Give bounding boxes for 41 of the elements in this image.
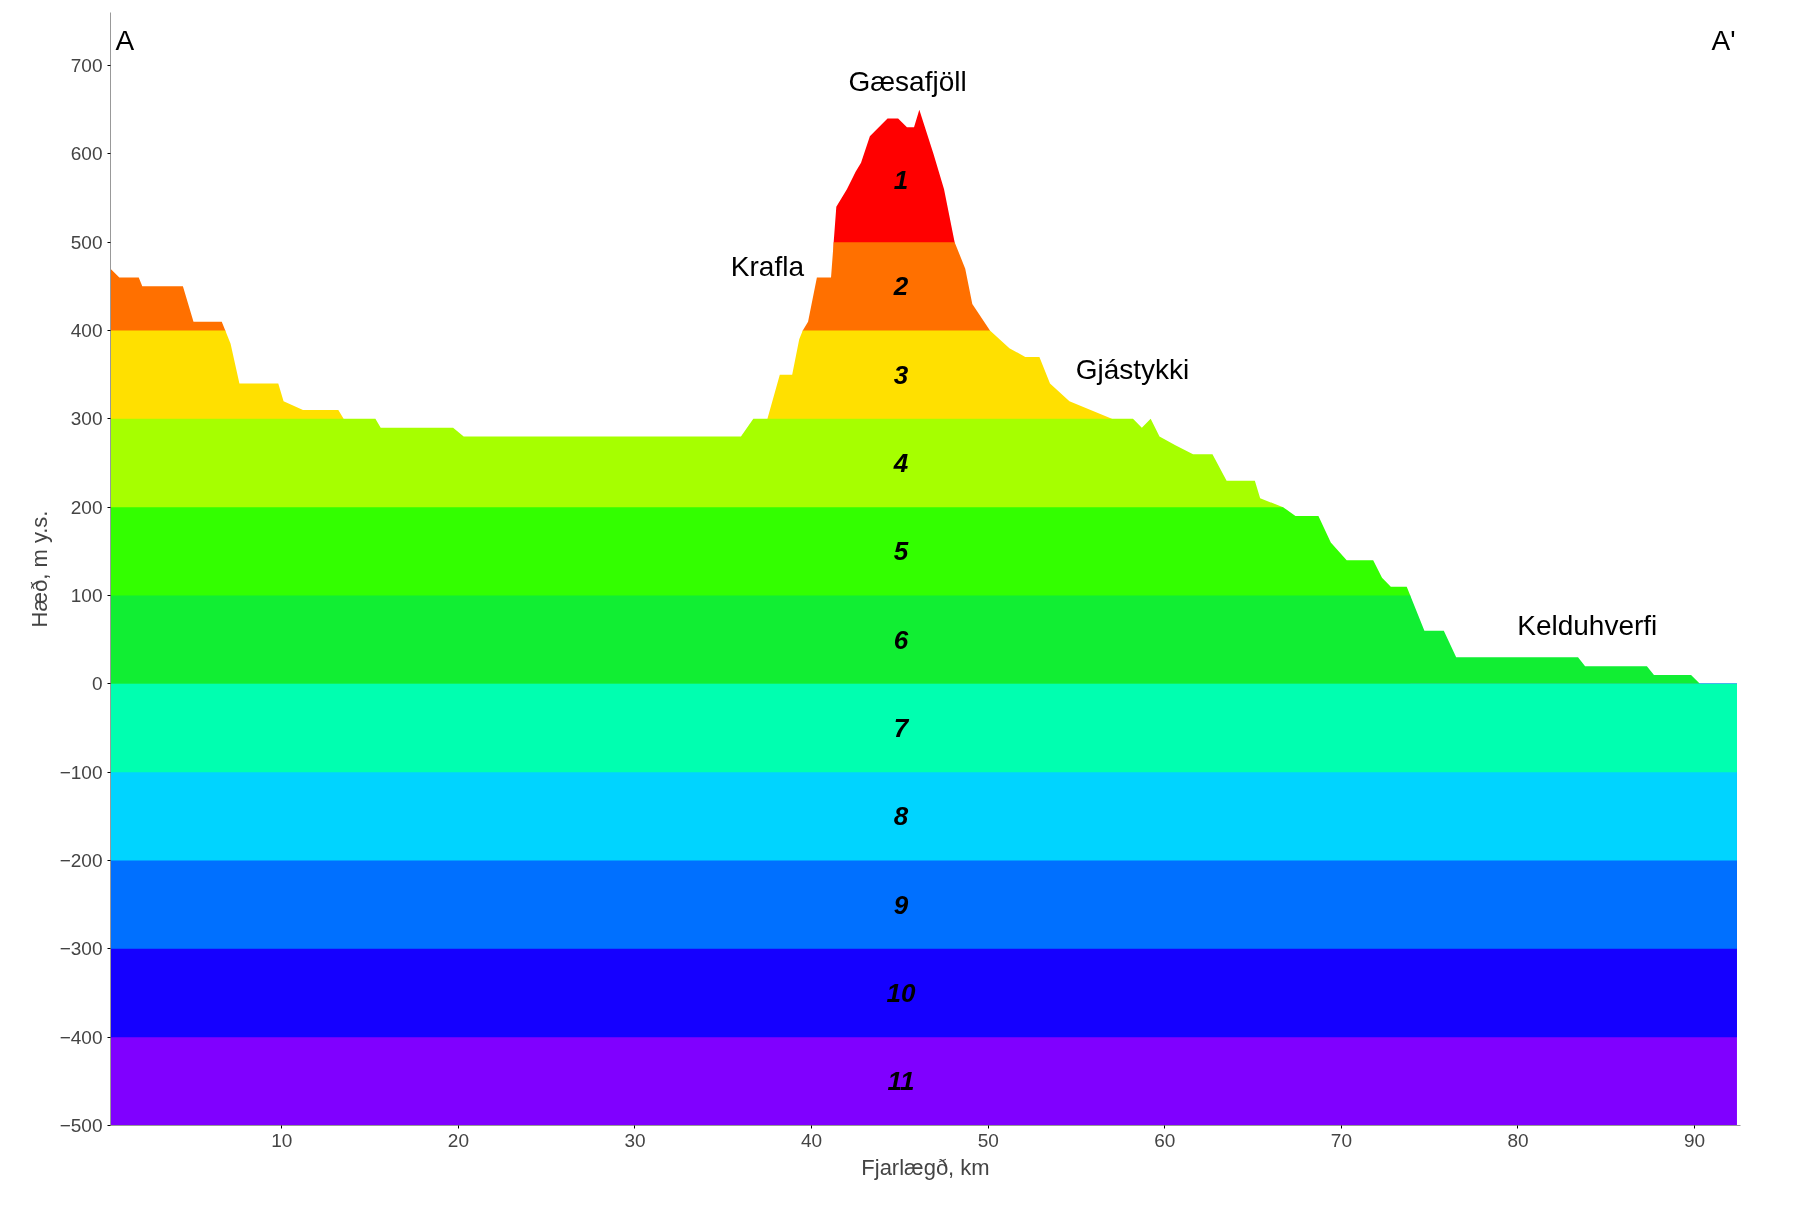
x-tick-label: 40 [801,1129,823,1151]
x-tick-label: 30 [624,1129,646,1151]
y-tick-label: −200 [59,850,103,871]
series-label: 3 [893,359,909,390]
x-tick-label: 70 [1330,1129,1352,1151]
series-label: 11 [887,1066,915,1097]
y-tick-label: 700 [70,55,103,76]
x-axis-title: Fjarlægð, km [861,1154,990,1180]
series-label: 6 [893,624,909,655]
x-tick-label: 10 [271,1129,293,1151]
series-label: 9 [893,889,909,920]
annotation: Gjástykki [1075,354,1190,386]
x-tick-label: 90 [1684,1129,1706,1151]
y-tick-label: −100 [59,761,103,783]
annotation: Krafla [730,250,805,282]
series-label: 10 [886,978,917,1008]
x-tick-label: 50 [977,1129,999,1151]
series-label: 4 [892,448,909,478]
x-tick-label: 20 [447,1129,469,1151]
y-tick-label: 200 [70,496,103,518]
y-tick-label: 300 [70,408,103,430]
y-axis-title: Hæð, m y.s. [26,510,52,628]
series-label: 2 [892,271,909,302]
y-tick-label: −500 [59,1115,103,1136]
annotation: Gæsafjöll [848,66,967,98]
x-tick-label: 60 [1154,1129,1176,1151]
annotation: A' [1711,24,1736,56]
annotation: Kelduhverfi [1517,610,1658,642]
y-tick-label: −400 [59,1026,103,1048]
y-tick-label: 500 [70,231,103,253]
series-label: 7 [893,713,910,743]
y-tick-label: 100 [70,585,103,606]
y-tick-label: 0 [91,673,103,695]
y-tick-label: 400 [70,320,103,341]
series-label: 5 [893,536,909,567]
y-tick-label: 600 [70,143,103,165]
series-label: 8 [893,801,909,832]
series-label: 1 [893,165,909,196]
x-tick-label: 80 [1507,1129,1529,1151]
y-tick-label: −300 [59,938,103,960]
annotation: A [115,24,135,56]
